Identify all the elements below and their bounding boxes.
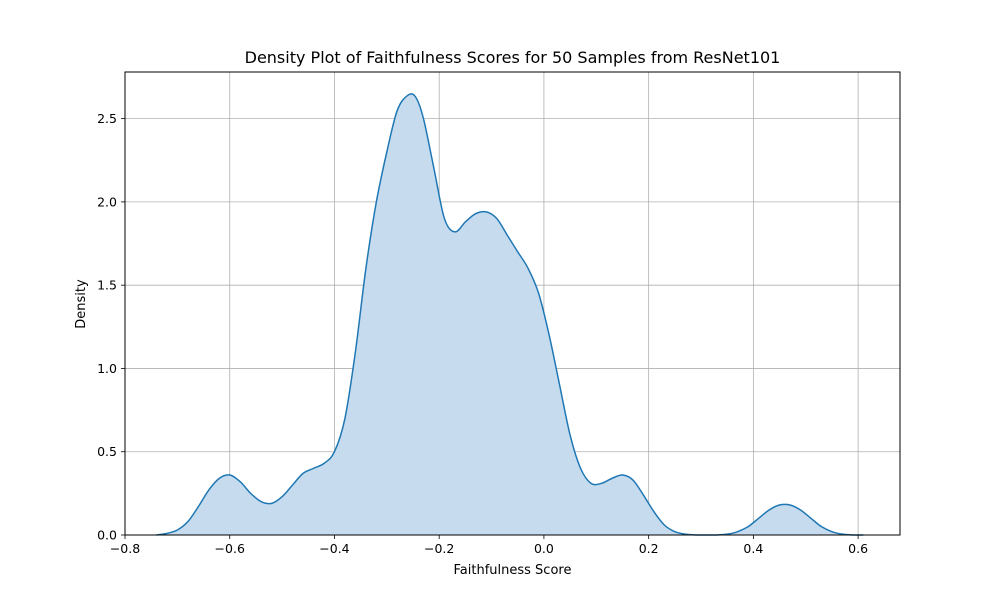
y-axis-label: Density xyxy=(74,279,89,329)
y-tick-label: 2.5 xyxy=(97,111,117,126)
y-tick-label: 1.5 xyxy=(97,278,117,293)
x-tick-label: 0.2 xyxy=(639,541,659,556)
y-tick-label: 1.0 xyxy=(97,361,117,376)
x-tick-label: −0.2 xyxy=(424,541,454,556)
y-tick-label: 0.5 xyxy=(97,444,117,459)
y-tick-label: 0.0 xyxy=(97,528,117,543)
x-tick-label: −0.6 xyxy=(215,541,245,556)
y-tick-label: 2.0 xyxy=(97,194,117,209)
x-tick-label: −0.4 xyxy=(319,541,349,556)
density-fill xyxy=(156,93,864,536)
density-area-layer xyxy=(156,93,864,536)
chart-title: Density Plot of Faithfulness Scores for … xyxy=(245,48,781,67)
axis-ticks: −0.8 −0.6 −0.4 −0.2 0.0 0.2 0.4 0.6 0.0 0.5 1.0 1.5… xyxy=(97,111,868,556)
x-axis-label: Faithfulness Score xyxy=(454,563,572,578)
x-tick-label: 0.0 xyxy=(534,541,554,556)
x-tick-label: 0.6 xyxy=(848,541,868,556)
x-tick-label: −0.8 xyxy=(110,541,140,556)
plot-frame xyxy=(124,71,901,536)
x-tick-label: 0.4 xyxy=(743,541,763,556)
density-curve xyxy=(156,93,864,536)
